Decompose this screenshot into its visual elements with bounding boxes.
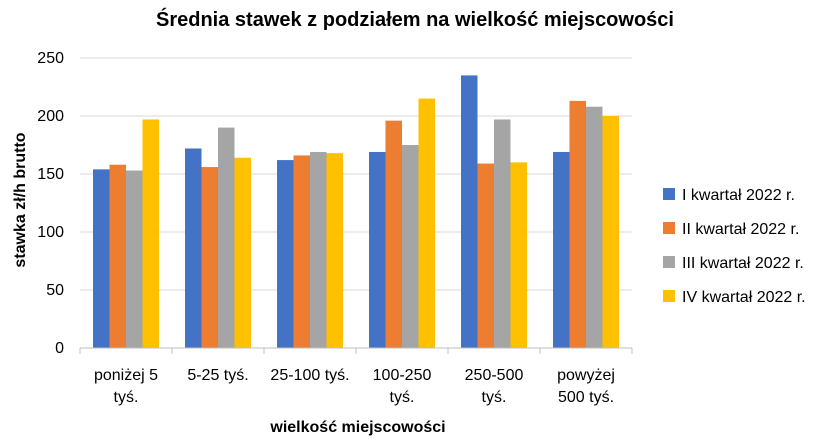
bar — [218, 127, 235, 348]
bar — [494, 119, 511, 348]
bar — [126, 170, 143, 348]
legend-swatch — [663, 256, 675, 268]
legend-label: IV kwartał 2022 r. — [682, 289, 806, 306]
bar — [602, 116, 619, 348]
bar — [553, 151, 570, 348]
bar — [277, 160, 294, 348]
y-tick-label: 50 — [46, 282, 64, 299]
y-tick-label: 150 — [37, 166, 64, 183]
bar — [369, 151, 386, 348]
x-axis — [79, 347, 633, 354]
bar — [477, 163, 494, 348]
bar — [310, 151, 327, 348]
legend-swatch — [663, 222, 675, 234]
bar — [586, 106, 603, 348]
y-axis-ticks: 0 50 100 150 200 250 — [37, 50, 64, 357]
bar — [326, 153, 343, 348]
bar — [234, 157, 251, 348]
x-category-label: 500 tyś. — [558, 389, 614, 406]
x-category-label: 100-250 — [373, 367, 432, 384]
legend-label: I kwartał 2022 r. — [682, 187, 795, 204]
x-axis-categories: poniżej 5 tyś. 5-25 tyś. 25-100 tyś. 100-250… — [94, 367, 615, 406]
x-category-label: poniżej 5 — [94, 367, 158, 384]
x-category-label: tyś. — [114, 389, 139, 406]
bar — [93, 169, 110, 348]
bar — [418, 98, 435, 348]
bar — [510, 162, 527, 348]
y-tick-label: 0 — [55, 340, 64, 357]
x-category-label: tyś. — [390, 389, 415, 406]
bar — [201, 167, 218, 348]
legend: I kwartał 2022 r. II kwartał 2022 r. III k… — [663, 187, 806, 306]
bar — [185, 148, 202, 348]
y-tick-label: 100 — [37, 224, 64, 241]
legend-label: II kwartał 2022 r. — [682, 221, 799, 238]
bar — [109, 164, 126, 348]
gridlines — [80, 57, 632, 291]
bar — [385, 120, 402, 348]
x-category-label: powyżej — [557, 367, 615, 384]
bar — [461, 75, 478, 349]
chart-title: Średnia stawek z podziałem na wielkość m… — [156, 7, 674, 31]
bars — [93, 75, 619, 349]
x-category-label: tyś. — [482, 389, 507, 406]
bar — [293, 155, 310, 348]
y-axis-title: stawka zł/h brutto — [12, 132, 29, 267]
bar — [142, 119, 159, 348]
bar — [569, 100, 586, 348]
legend-label: III kwartał 2022 r. — [682, 255, 804, 272]
legend-swatch — [663, 290, 675, 302]
x-category-label: 250-500 — [465, 367, 524, 384]
y-tick-label: 250 — [37, 50, 64, 67]
y-tick-label: 200 — [37, 108, 64, 125]
x-category-label: 5-25 tyś. — [187, 367, 248, 384]
legend-swatch — [663, 188, 675, 200]
x-axis-title: wielkość miejscowości — [269, 419, 445, 436]
x-category-label: 25-100 tyś. — [270, 367, 349, 384]
bar — [402, 145, 419, 348]
